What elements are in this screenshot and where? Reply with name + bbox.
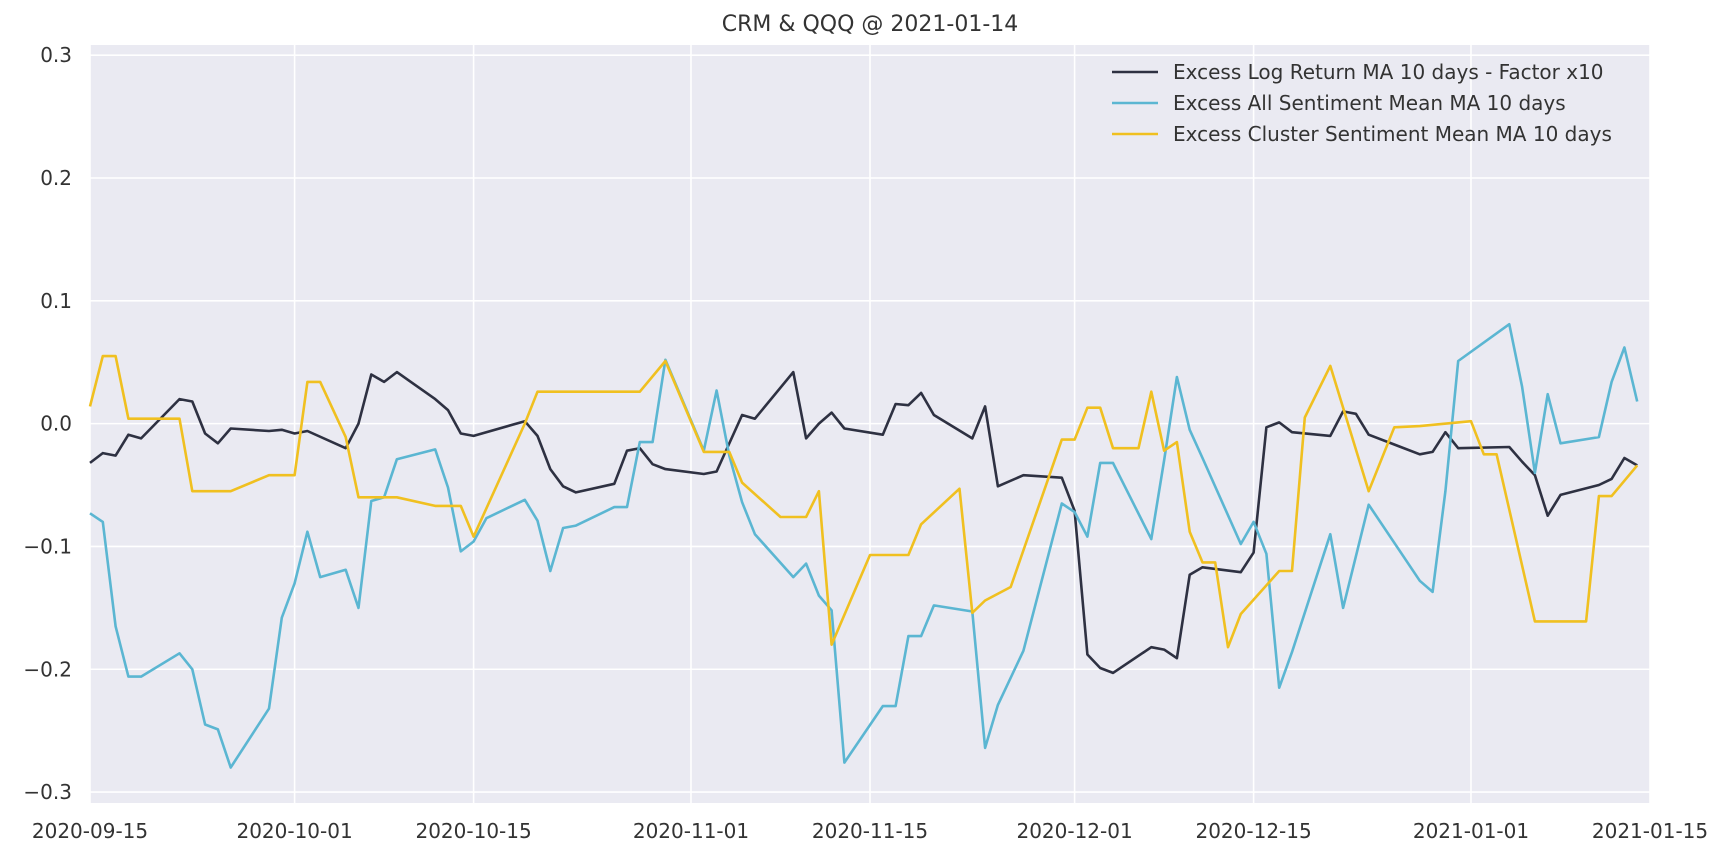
y-tick-label: 0.2	[40, 166, 72, 190]
y-axis-ticks: −0.3 −0.2 −0.1 0.0 0.1 0.2 0.3	[23, 43, 72, 804]
y-tick-label: 0.1	[40, 289, 72, 313]
x-tick-label: 2020-10-15	[415, 819, 531, 843]
y-tick-label: 0.0	[40, 412, 72, 436]
legend-label-2: Excess All Sentiment Mean MA 10 days	[1173, 91, 1566, 115]
y-tick-label: −0.2	[23, 657, 72, 681]
x-axis-ticks: 2020-09-15 2020-10-01 2020-10-15 2020-11-01…	[32, 819, 1708, 843]
x-tick-label: 2021-01-15	[1592, 819, 1708, 843]
x-tick-label: 2020-11-15	[812, 819, 928, 843]
legend: Excess Log Return MA 10 days - Factor x1…	[1112, 60, 1612, 146]
x-tick-label: 2020-12-15	[1195, 819, 1311, 843]
y-tick-label: −0.1	[23, 534, 72, 558]
x-tick-label: 2020-09-15	[32, 819, 148, 843]
y-tick-label: 0.3	[40, 43, 72, 67]
x-tick-label: 2020-12-01	[1016, 819, 1132, 843]
x-tick-label: 2020-10-01	[236, 819, 352, 843]
series-lines	[88, 322, 1639, 769]
series-line-3	[88, 354, 1639, 649]
x-tick-label: 2020-11-01	[633, 819, 749, 843]
chart-title: CRM & QQQ @ 2021-01-14	[722, 12, 1019, 37]
series-line-1	[89, 370, 1638, 675]
legend-label-1: Excess Log Return MA 10 days - Factor x1…	[1173, 60, 1604, 84]
legend-label-3: Excess Cluster Sentiment Mean MA 10 days	[1173, 122, 1612, 146]
series-line-2	[89, 322, 1639, 769]
x-tick-label: 2021-01-01	[1413, 819, 1529, 843]
y-tick-label: −0.3	[23, 780, 72, 804]
